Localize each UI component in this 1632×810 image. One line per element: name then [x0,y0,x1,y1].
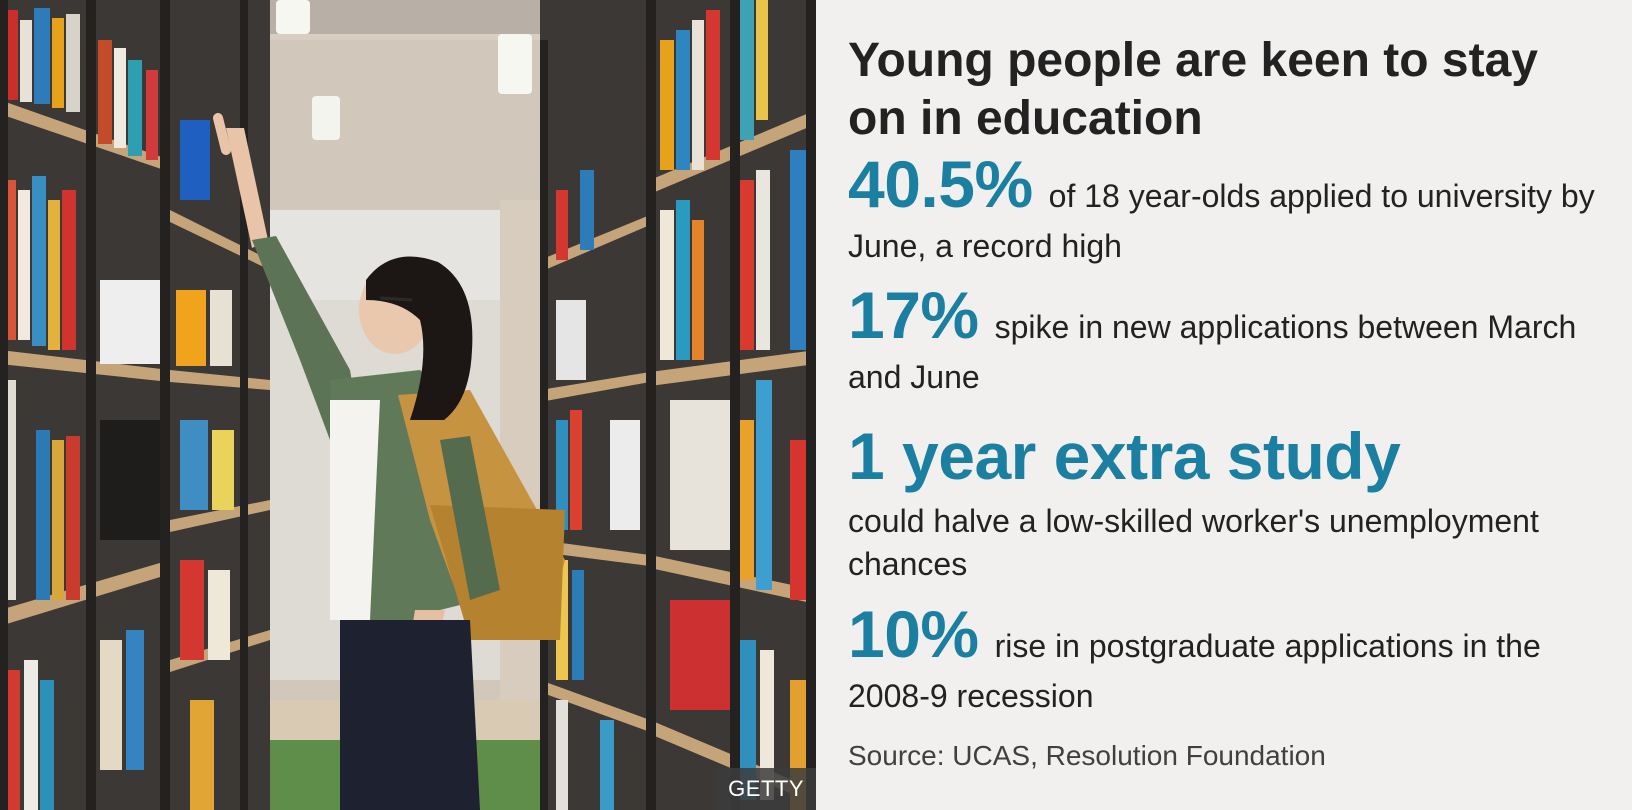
library-scene-illustration [0,0,816,810]
stat-description: spike in new applications between March … [848,309,1577,395]
stats-panel: Young people are keen to stay on in educ… [816,0,1632,810]
stat-figure: 17% [848,278,979,352]
library-photo: GETTY [0,0,816,810]
stat-postgraduate-applications: 10% rise in postgraduate applications in … [848,601,1600,721]
stat-figure: 40.5% [848,147,1033,221]
stat-new-applications: 17% spike in new applications between Mar… [848,282,1600,402]
stat-description: of 18 year-olds applied to university by… [848,178,1595,264]
headline: Young people are keen to stay on in educ… [848,34,1538,145]
source-note: Source: UCAS, Resolution Foundation [848,740,1326,771]
stat-applied-to-university: 40.5% of 18 year-olds applied to universi… [848,151,1600,271]
photo-credit: GETTY [716,768,816,810]
stat-description: rise in postgraduate applications in the… [848,628,1541,714]
stat-figure: 1 year extra study [848,419,1401,493]
stat-extra-study: 1 year extra study could halve a low-skil… [848,418,1600,586]
stat-description: could halve a low-skilled worker's unemp… [848,503,1539,582]
stat-figure: 10% [848,597,979,671]
